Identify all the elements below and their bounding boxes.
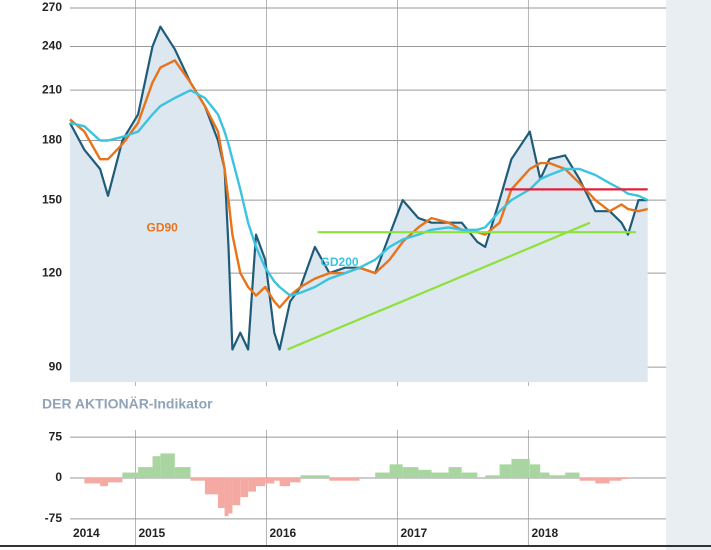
indicator-bar bbox=[152, 456, 161, 478]
y-tick-label: 0 bbox=[55, 470, 62, 484]
indicator-bar bbox=[609, 478, 622, 481]
y-tick-label: 240 bbox=[42, 39, 62, 53]
indicator-bar bbox=[232, 478, 241, 506]
y-tick-label: 210 bbox=[42, 82, 62, 96]
indicator-bar bbox=[224, 478, 229, 517]
x-tick-label: 2015 bbox=[138, 526, 165, 540]
ma-line bbox=[69, 59, 648, 309]
indicator-bar bbox=[461, 472, 478, 478]
indicator-bar bbox=[375, 472, 390, 478]
ma-line bbox=[69, 89, 649, 297]
indicator-bar bbox=[256, 478, 266, 487]
indicator-bar bbox=[431, 472, 449, 478]
side-strip bbox=[666, 0, 711, 550]
indicator-bar bbox=[448, 467, 462, 478]
indicator-bar bbox=[204, 478, 219, 495]
indicator-bar bbox=[389, 464, 403, 478]
indicator-bar bbox=[290, 478, 301, 483]
y-tick-label: 150 bbox=[42, 192, 62, 206]
indicator-bar bbox=[218, 478, 225, 508]
y-tick-label: 120 bbox=[42, 265, 62, 279]
x-tick-label: 2017 bbox=[400, 526, 427, 540]
indicator-bar bbox=[329, 478, 346, 481]
price-area bbox=[70, 26, 648, 382]
indicator-bar bbox=[549, 475, 566, 478]
series-label: GD90 bbox=[146, 220, 178, 234]
indicator-bar bbox=[418, 469, 432, 478]
series-label: GD200 bbox=[321, 255, 359, 269]
y-tick-label: -75 bbox=[45, 511, 63, 525]
indicator-bar bbox=[529, 464, 541, 478]
indicator-bar bbox=[138, 467, 153, 478]
indicator-bar bbox=[240, 478, 249, 498]
indicator-bar bbox=[314, 475, 330, 478]
indicator-bar bbox=[485, 475, 500, 478]
indicator-bar bbox=[190, 478, 205, 481]
y-tick-label: 270 bbox=[42, 0, 62, 14]
x-tick-label: 2016 bbox=[269, 526, 296, 540]
indicator-bar bbox=[100, 478, 108, 487]
indicator-bar bbox=[274, 478, 280, 481]
indicator-bar bbox=[174, 467, 191, 478]
indicator-bar bbox=[228, 478, 233, 514]
indicator-bar bbox=[248, 478, 257, 492]
y-tick-label: 75 bbox=[49, 429, 63, 443]
indicator-bar bbox=[107, 478, 123, 483]
indicator-bar bbox=[499, 464, 512, 478]
indicator-title: DER AKTIONÄR-Indikator bbox=[42, 396, 213, 412]
indicator-bar bbox=[402, 467, 419, 478]
indicator-bar bbox=[565, 472, 580, 478]
trend-line bbox=[286, 221, 591, 351]
indicator-bar bbox=[300, 475, 315, 478]
y-tick-label: 180 bbox=[42, 133, 62, 147]
indicator-bar bbox=[579, 478, 596, 481]
x-tick-label: 2018 bbox=[531, 526, 558, 540]
indicator-bar bbox=[621, 478, 629, 480]
indicator-bar bbox=[511, 458, 530, 478]
indicator-bar bbox=[595, 478, 610, 484]
indicator-bar bbox=[279, 478, 291, 487]
x-tick-label: 2014 bbox=[73, 526, 100, 540]
indicator-bar bbox=[122, 472, 139, 478]
indicator-bar bbox=[540, 472, 550, 478]
indicator-bar bbox=[160, 453, 175, 478]
indicator-bar bbox=[265, 478, 275, 484]
y-tick-label: 90 bbox=[49, 359, 63, 373]
indicator-bar bbox=[84, 478, 101, 484]
indicator-bar bbox=[345, 478, 360, 481]
